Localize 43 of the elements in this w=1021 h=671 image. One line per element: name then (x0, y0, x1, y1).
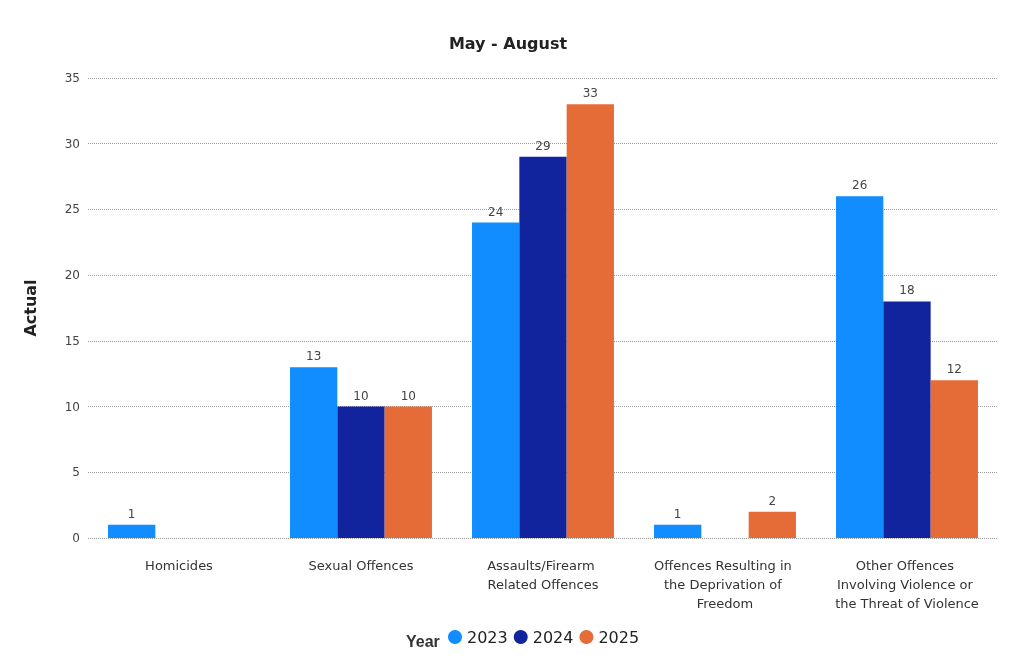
data-label: 13 (306, 349, 322, 364)
legend-label: 2024 (532, 627, 574, 647)
chart-title: May - August (448, 33, 568, 53)
x-tick-label: Offences Resulting in the Deprivation of Freedom (654, 558, 796, 611)
bar (883, 301, 931, 538)
bar (290, 367, 338, 538)
data-label: 18 (899, 283, 915, 298)
data-label: 1 (673, 506, 682, 521)
legend-label: 2025 (598, 627, 640, 647)
bar (566, 104, 614, 538)
x-tick-label: Homicides (145, 558, 214, 573)
data-label: 24 (488, 204, 504, 219)
data-label: 1 (127, 506, 136, 521)
data-label: 26 (852, 178, 868, 193)
y-tick-label: 10 (64, 399, 80, 414)
data-label: 33 (582, 86, 598, 101)
y-axis-title: Actual (20, 279, 40, 337)
legend-title: Year (406, 632, 440, 650)
y-tick-label: 35 (64, 71, 80, 85)
bar (930, 380, 978, 538)
bar (384, 406, 432, 538)
data-label: 2 (768, 493, 777, 508)
y-tick-label: 0 (72, 531, 80, 545)
y-tick-label: 20 (64, 268, 80, 283)
bar (836, 196, 884, 538)
x-tick-label: Sexual Offences (308, 558, 414, 573)
data-label: 29 (535, 138, 551, 153)
y-tick-label: 15 (64, 333, 80, 348)
bar (654, 524, 702, 538)
bar (519, 156, 567, 538)
x-tick-label: Assaults/Firearm Related Offences (487, 558, 599, 592)
y-tick-label: 30 (64, 136, 80, 151)
data-label: 10 (353, 388, 369, 403)
bar (337, 406, 385, 538)
y-tick-label: 25 (64, 202, 80, 217)
bar (472, 222, 520, 538)
legend-label: 2023 (467, 627, 508, 647)
data-label: 10 (400, 388, 416, 403)
bar (748, 511, 796, 538)
bar (108, 524, 156, 538)
data-label: 12 (946, 362, 962, 377)
x-tick-label: Other Offences Involving Violence or the Threat of Violence (835, 558, 979, 611)
y-tick-label: 5 (72, 465, 80, 480)
